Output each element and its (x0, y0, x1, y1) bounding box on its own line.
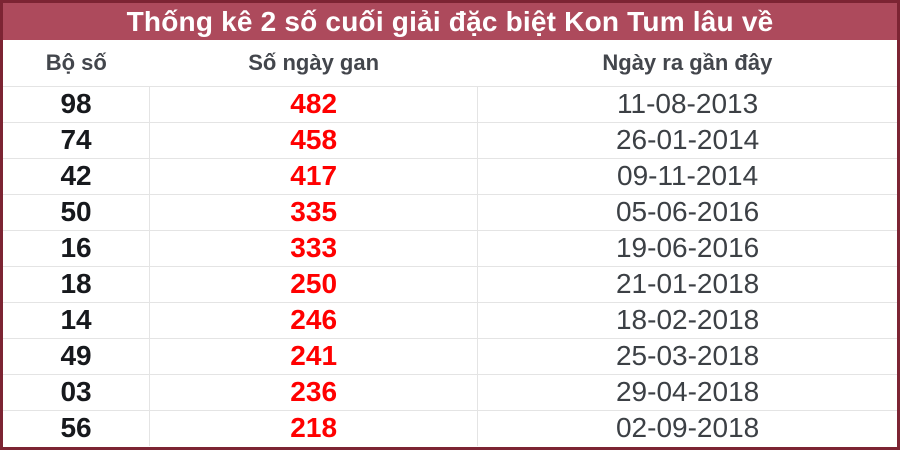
column-header-gan-days: Số ngày gan (149, 40, 478, 87)
table-row: 16 333 19-06-2016 (3, 230, 897, 267)
last-date-cell: 29-04-2018 (477, 374, 897, 411)
pair-cell: 42 (3, 158, 151, 195)
panel-title: Thống kê 2 số cuối giải đặc biệt Kon Tum… (3, 3, 897, 40)
pair-cell: 50 (3, 194, 151, 231)
gan-days-cell: 482 (149, 86, 479, 123)
pair-cell: 16 (3, 230, 151, 267)
gan-days-cell: 250 (149, 266, 479, 303)
table-row: 50 335 05-06-2016 (3, 194, 897, 231)
gan-days-cell: 335 (149, 194, 479, 231)
last-date-cell: 09-11-2014 (477, 158, 897, 195)
table-row: 49 241 25-03-2018 (3, 338, 897, 375)
header-row: Bộ số Số ngày gan Ngày ra gần đây (3, 40, 897, 87)
table-row: 42 417 09-11-2014 (3, 158, 897, 195)
last-date-cell: 11-08-2013 (477, 86, 897, 123)
pair-cell: 18 (3, 266, 151, 303)
pair-cell: 14 (3, 302, 151, 339)
pair-cell: 98 (3, 86, 151, 123)
column-header-pair: Bộ số (3, 40, 150, 87)
table-body: 98 482 11-08-2013 74 458 26-01-2014 42 4… (3, 86, 897, 446)
gan-days-cell: 333 (149, 230, 479, 267)
table-row: 98 482 11-08-2013 (3, 86, 897, 123)
gan-days-cell: 246 (149, 302, 479, 339)
gan-days-cell: 417 (149, 158, 479, 195)
pair-cell: 03 (3, 374, 151, 411)
last-date-cell: 26-01-2014 (477, 122, 897, 159)
last-date-cell: 21-01-2018 (477, 266, 897, 303)
last-date-cell: 02-09-2018 (477, 410, 897, 446)
table-row: 14 246 18-02-2018 (3, 302, 897, 339)
table-row: 56 218 02-09-2018 (3, 410, 897, 446)
gan-days-cell: 218 (149, 410, 479, 446)
last-date-cell: 25-03-2018 (477, 338, 897, 375)
pair-cell: 74 (3, 122, 151, 159)
stats-table: Bộ số Số ngày gan Ngày ra gần đây 98 482… (3, 40, 897, 446)
last-date-cell: 19-06-2016 (477, 230, 897, 267)
table-header: Bộ số Số ngày gan Ngày ra gần đây (3, 40, 897, 87)
table-row: 18 250 21-01-2018 (3, 266, 897, 303)
column-header-last-date: Ngày ra gần đây (477, 40, 897, 87)
last-date-cell: 18-02-2018 (477, 302, 897, 339)
table-row: 74 458 26-01-2014 (3, 122, 897, 159)
pair-cell: 49 (3, 338, 151, 375)
last-date-cell: 05-06-2016 (477, 194, 897, 231)
pair-cell: 56 (3, 410, 151, 446)
gan-days-cell: 241 (149, 338, 479, 375)
gan-days-cell: 458 (149, 122, 479, 159)
table-row: 03 236 29-04-2018 (3, 374, 897, 411)
gan-days-cell: 236 (149, 374, 479, 411)
